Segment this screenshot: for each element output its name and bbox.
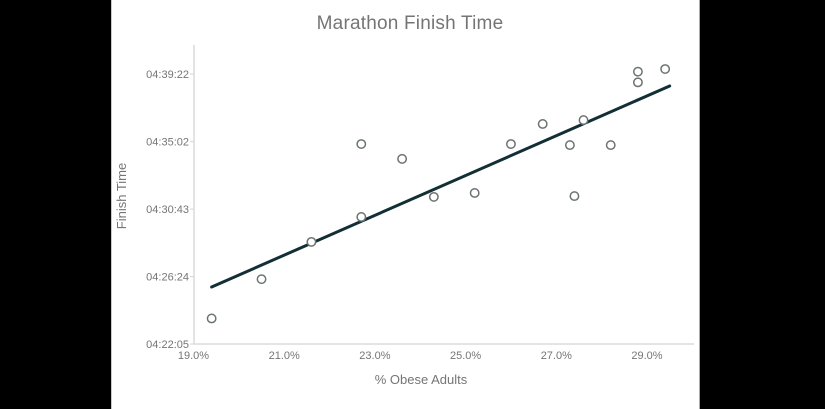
x-tick-label: 27.0% [541,350,572,362]
data-point [256,274,267,285]
data-point [469,188,480,198]
x-tick-label: 21.0% [269,350,300,362]
data-point [605,140,616,151]
scatter-chart: Marathon Finish Time 04:22:0504:26:2404:… [114,13,694,387]
data-point [564,140,575,151]
data-point [397,153,408,164]
x-tick-label: 23.0% [359,350,390,362]
letterbox-left [0,0,111,409]
data-point [578,115,589,126]
data-point [537,119,548,129]
data-point [569,191,580,202]
y-tick-label: 04:22:05 [146,339,189,351]
y-axis-tick-labels: 04:22:05 04:26:24 04:30:43 04:35:02 04:39:22 [146,69,194,351]
y-tick-label: 04:35:02 [146,137,189,149]
x-axis-tick-labels: 19.0% 21.0% 23.0% 25.0% 27.0% 29.0% [178,350,663,362]
axes [193,45,694,345]
x-tick-label: 25.0% [450,350,481,362]
y-axis-title: Finish Time [114,163,129,229]
data-point [356,139,367,149]
data-point [428,191,439,202]
chart-title: Marathon Finish Time [317,13,504,34]
data-point [206,313,217,324]
data-point [632,77,643,88]
data-point [506,139,516,149]
letterbox-right [700,0,825,409]
data-point [306,236,317,247]
trend-line [210,84,672,289]
y-tick-label: 04:26:24 [146,272,189,284]
y-tick-label: 04:39:22 [146,69,189,81]
data-point [356,211,367,222]
x-tick-label: 29.0% [631,350,662,362]
scatter-series [206,64,672,324]
x-axis-title: % Obese Adults [375,372,468,387]
chart-panel: Marathon Finish Time 04:22:05 04:26:24 04:… [111,0,700,409]
data-point [632,66,643,77]
x-tick-label: 19.0% [178,350,209,362]
axis-lines [193,45,694,345]
y-tick-label: 04:30:43 [146,204,189,216]
data-point [660,64,671,74]
